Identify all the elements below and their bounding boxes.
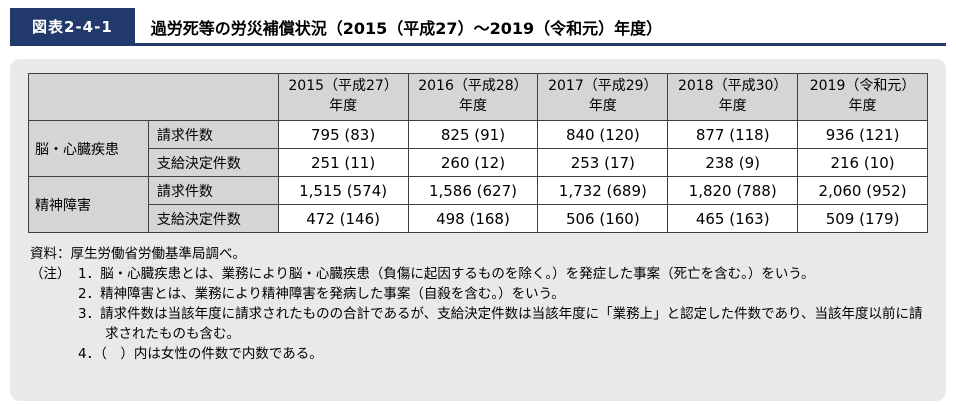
note-block: （注） 1．脳・心臓疾患とは、業務により脳・心臓疾患（負傷に起因するものを除く。… [30, 265, 926, 365]
cell-value: 1,586 (627) [407, 176, 539, 205]
cell-value: 465 (163) [667, 204, 799, 233]
row-label-approvals: 支給決定件数 [147, 204, 279, 233]
note-item-2: 2．精神障害とは、業務により精神障害を発病した事案（自殺を含む。）をいう。 [78, 285, 565, 302]
cell-value: 1,515 (574) [277, 176, 409, 205]
note-items: 1．脳・心臓疾患とは、業務により脳・心臓疾患（負傷に起因するものを除く。）を発症… [78, 265, 926, 365]
table-row: 精神障害 請求件数 1,515 (574) 1,586 (627) 1,732 … [28, 176, 928, 233]
col-header-2019: 2019（令和元） 年度 [797, 73, 928, 121]
cell-value: 498 (168) [407, 204, 539, 233]
cell-value: 795 (83) [277, 120, 409, 149]
figure-header: 図表2-4-1 過労死等の労災補償状況（2015（平成27）～2019（令和元）… [10, 8, 946, 46]
col-header-2018: 2018（平成30） 年度 [667, 73, 799, 121]
cell-value: 251 (11) [277, 148, 409, 177]
source-note: 資料：厚生労働省労働基準局調べ。 [30, 246, 246, 262]
table-row: 脳・心臓疾患 請求件数 795 (83) 825 (91) 840 (120) … [28, 120, 928, 177]
cell-value: 877 (118) [667, 120, 799, 149]
row-label-claims: 請求件数 [147, 120, 279, 149]
cell-value: 253 (17) [537, 148, 669, 177]
cell-value: 260 (12) [407, 148, 539, 177]
figure-title: 過労死等の労災補償状況（2015（平成27）～2019（令和元）年度） [150, 19, 663, 38]
table-row: 支給決定件数 251 (11) 260 (12) 253 (17) 238 (9… [29, 148, 928, 177]
notes-section: 資料：厚生労働省労働基準局調べ。 （注） 1．脳・心臓疾患とは、業務により脳・心… [28, 245, 928, 365]
note-item-3: 3．請求件数は当該年度に請求されたものの合計であるが、支給決定件数は当該年度に「… [78, 305, 923, 342]
figure-panel: 2015（平成27） 年度 2016（平成28） 年度 2017（平成29） 年… [10, 59, 946, 401]
cell-value: 936 (121) [797, 120, 928, 149]
row-label-approvals: 支給決定件数 [147, 148, 279, 177]
cell-value: 825 (91) [407, 120, 539, 149]
note-item-1: 1．脳・心臓疾患とは、業務により脳・心臓疾患（負傷に起因するものを除く。）を発症… [78, 265, 815, 282]
compensation-table: 2015（平成27） 年度 2016（平成28） 年度 2017（平成29） 年… [28, 73, 928, 233]
cell-value: 840 (120) [537, 120, 669, 149]
row-group-mental-disorder: 精神障害 [28, 176, 149, 233]
note-label: （注） [30, 265, 71, 282]
row-group-brain-heart-disease: 脳・心臓疾患 [28, 120, 149, 177]
cell-value: 216 (10) [797, 148, 928, 177]
col-header-2015: 2015（平成27） 年度 [277, 73, 409, 121]
cell-value: 472 (146) [277, 204, 409, 233]
cell-value: 509 (179) [797, 204, 928, 233]
cell-value: 506 (160) [537, 204, 669, 233]
col-header-2017: 2017（平成29） 年度 [537, 73, 669, 121]
table-header-row: 2015（平成27） 年度 2016（平成28） 年度 2017（平成29） 年… [28, 73, 928, 121]
table-row: 支給決定件数 472 (146) 498 (168) 506 (160) 465… [29, 204, 928, 233]
cell-value: 2,060 (952) [797, 176, 928, 205]
row-label-claims: 請求件数 [147, 176, 279, 205]
cell-value: 238 (9) [667, 148, 799, 177]
table-corner-cell [28, 73, 279, 121]
figure-number-badge: 図表2-4-1 [10, 8, 135, 43]
cell-value: 1,732 (689) [537, 176, 669, 205]
cell-value: 1,820 (788) [667, 176, 799, 205]
note-item-4: 4．（ ）内は女性の件数で内数である。 [78, 345, 323, 362]
col-header-2016: 2016（平成28） 年度 [407, 73, 539, 121]
